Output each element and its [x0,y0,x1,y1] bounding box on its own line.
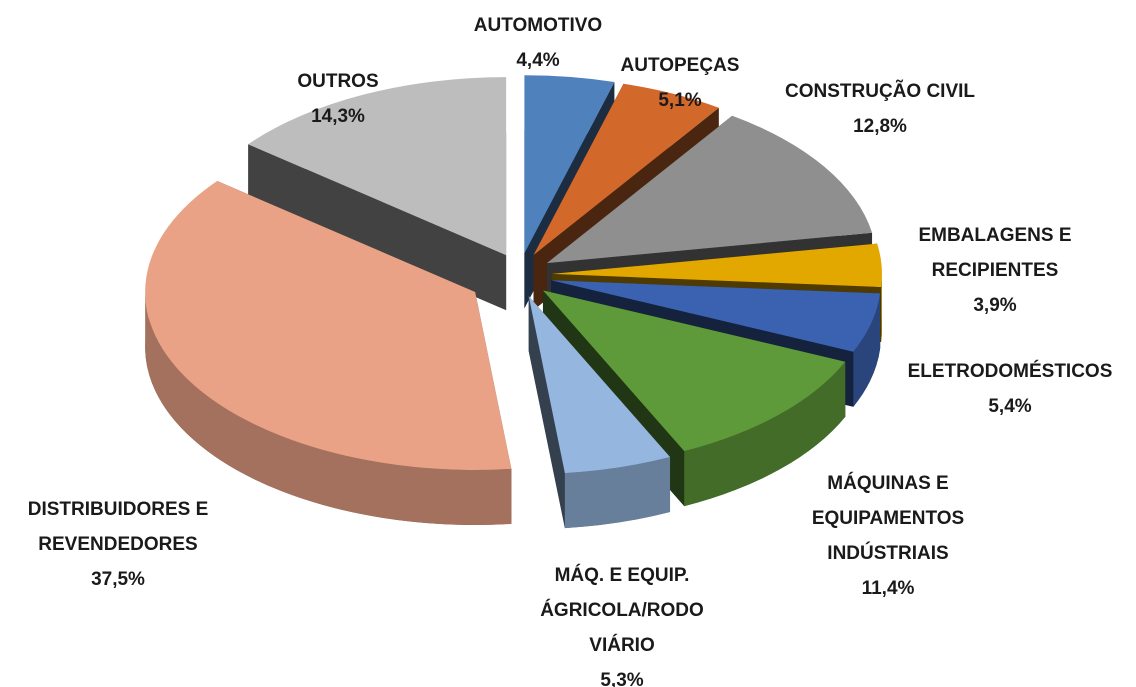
value-label: 5,4% [988,396,1032,417]
category-name: OUTROS [297,71,379,92]
slice-label: CONSTRUÇÃO CIVIL 12,8% [780,74,980,144]
category-name: MÁQ. E EQUIP. ÁGRICOLA/RODO VIÁRIO [540,565,704,656]
category-name: CONSTRUÇÃO CIVIL [785,81,975,102]
slice-label: MÁQUINAS E EQUIPAMENTOS INDÚSTRIAIS 11,4% [778,466,998,606]
slice [551,280,881,352]
slice [524,75,615,254]
slice-label: EMBALAGENS E RECIPIENTES 3,9% [885,218,1105,323]
slice-outer-side [564,457,671,529]
slice-label: AUTOMOTIVO 4,4% [448,8,628,78]
slice-label: ELETRODOMÉSTICOS 5,4% [875,354,1136,424]
slice-outer-side [145,291,512,525]
category-name: DISTRIBUIDORES E REVENDEDORES [27,499,209,555]
slice-radial-side [528,296,565,529]
category-name: ELETRODOMÉSTICOS [907,361,1113,382]
slice-outer-side [881,273,882,343]
slice [248,77,507,256]
category-name: AUTOPEÇAS [620,55,740,76]
value-label: 5,3% [600,670,644,687]
slice [145,181,512,470]
slice-radial-side [248,144,507,311]
slice-label: AUTOPEÇAS 5,1% [590,48,770,118]
slice [542,290,846,452]
slice-outer-side [853,293,881,407]
value-label: 5,1% [658,90,702,111]
slice [551,243,882,288]
slice-label: MÁQ. E EQUIP. ÁGRICOLA/RODO VIÁRIO 5,3% [507,558,737,687]
slice-label: OUTROS 14,3% [258,64,418,134]
value-label: 37,5% [91,569,145,590]
category-name: EMBALAGENS E RECIPIENTES [918,225,1072,281]
category-name: AUTOMOTIVO [473,15,603,36]
value-label: 4,4% [516,50,560,71]
slice [528,296,671,474]
value-label: 12,8% [853,116,907,137]
slice-label: DISTRIBUIDORES E REVENDEDORES 37,5% [3,492,233,597]
value-label: 3,9% [973,295,1017,316]
category-name: MÁQUINAS E EQUIPAMENTOS INDÚSTRIAIS [811,473,965,564]
value-label: 14,3% [311,106,365,127]
slice [546,115,873,264]
slice-outer-side [684,361,846,507]
slice [533,83,719,256]
value-label: 11,4% [861,578,915,599]
